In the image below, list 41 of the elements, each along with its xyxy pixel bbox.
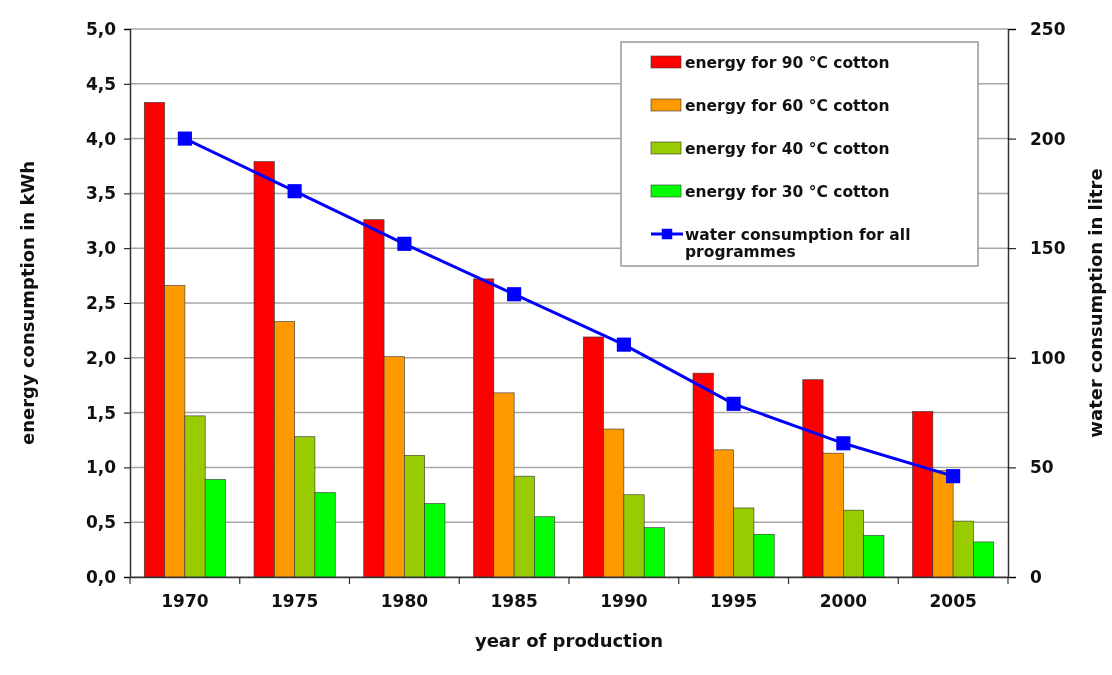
y-tick-label: 2,5: [85, 292, 116, 313]
legend-label: energy for 60 °C cotton: [685, 97, 890, 115]
y2-tick-label: 50: [1030, 457, 1054, 478]
y2-axis-title: water consumption in litre: [1085, 168, 1106, 438]
x-tick-label: 2000: [819, 591, 868, 612]
point: [287, 184, 302, 199]
x-tick-label: 2005: [929, 591, 977, 612]
legend-label: energy for 90 °C cotton: [685, 54, 890, 72]
y-tick-label: 0,0: [85, 566, 117, 587]
x-tick-label: 1970: [161, 591, 209, 612]
y-tick-label: 0,5: [85, 512, 116, 533]
legend-label: energy for 30 °C cotton: [685, 183, 890, 201]
point: [397, 236, 412, 251]
point: [507, 287, 522, 302]
y-tick-label: 4,5: [85, 73, 116, 94]
point: [836, 436, 851, 451]
y-tick-label: 5,0: [85, 18, 117, 39]
x-tick-label: 1985: [490, 591, 538, 612]
y-tick-label: 4,0: [85, 128, 117, 149]
y2-tick-label: 150: [1030, 238, 1066, 259]
x-tick-label: 1980: [380, 591, 429, 612]
y2-tick-label: 100: [1030, 347, 1066, 368]
y-tick-label: 1,0: [85, 457, 117, 478]
point: [616, 337, 631, 352]
x-tick-label: 1990: [600, 591, 648, 612]
x-tick-label: 1995: [709, 591, 758, 612]
y2-tick-label: 200: [1030, 128, 1066, 149]
y-axis-title: energy consumption in kWh: [17, 160, 38, 446]
y-tick-label: 3,5: [85, 183, 116, 204]
y2-tick-label: 0: [1030, 566, 1042, 587]
legend-label: water consumption for all programmes: [685, 226, 911, 261]
point: [726, 396, 741, 411]
y-tick-label: 3,0: [85, 238, 117, 259]
point: [177, 131, 192, 146]
x-tick-label: 1975: [270, 591, 319, 612]
y2-tick-label: 250: [1030, 18, 1066, 39]
y-tick-label: 2,0: [85, 347, 117, 368]
legend-label: energy for 40 °C cotton: [685, 140, 890, 158]
y-tick-label: 1,5: [85, 402, 116, 423]
point: [946, 469, 961, 484]
x-axis-title: year of production: [474, 630, 664, 651]
